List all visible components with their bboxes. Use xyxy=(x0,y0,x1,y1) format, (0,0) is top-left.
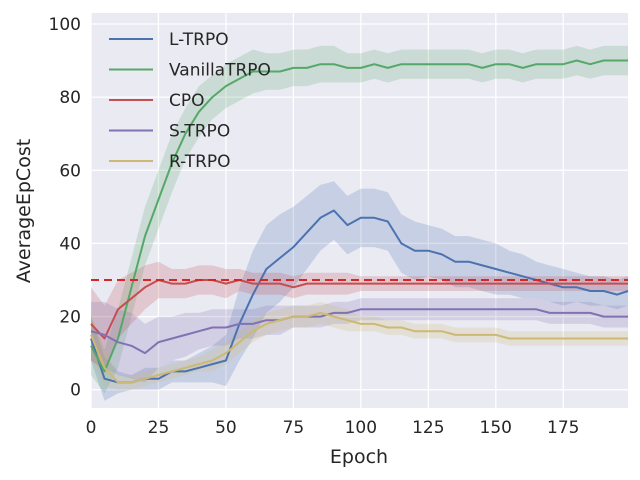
series-line-2 xyxy=(90,279,628,340)
x-axis-ticks: 0 25 50 75 100 125 150 175 xyxy=(86,418,580,438)
series-line-0 xyxy=(90,209,629,384)
plot-area xyxy=(91,13,628,408)
y-axis-ticks: 0 20 40 60 80 100 xyxy=(49,15,81,401)
x-tick-label: 100 xyxy=(345,418,377,438)
series-line-3 xyxy=(90,308,628,355)
legend-label-0: L-TRPO xyxy=(169,30,229,50)
series-band-3 xyxy=(91,298,628,383)
legend-label-4: R-TRPO xyxy=(169,152,231,172)
x-tick-label: 25 xyxy=(148,418,170,438)
series-line-4 xyxy=(90,311,628,384)
confidence-bands xyxy=(91,45,628,401)
x-tick-label: 125 xyxy=(412,418,444,438)
y-tick-label: 80 xyxy=(59,88,81,108)
x-tick-label: 0 xyxy=(86,418,97,438)
x-tick-label: 175 xyxy=(547,418,579,438)
x-tick-label: 150 xyxy=(480,418,512,438)
series-band-2 xyxy=(91,261,628,372)
legend-label-1: VanillaTRPO xyxy=(169,61,271,81)
y-tick-label: 20 xyxy=(59,308,81,328)
series-band-4 xyxy=(91,301,628,390)
legend-label-3: S-TRPO xyxy=(169,122,230,142)
x-tick-label: 75 xyxy=(283,418,305,438)
grid xyxy=(90,13,628,408)
y-tick-label: 60 xyxy=(59,161,81,181)
y-tick-label: 0 xyxy=(70,381,81,401)
series-lines xyxy=(90,59,629,384)
x-axis-label: Epoch xyxy=(330,446,388,468)
series-line-1 xyxy=(90,59,628,373)
x-tick-label: 50 xyxy=(215,418,237,438)
series-band-0 xyxy=(91,181,628,401)
legend-label-2: CPO xyxy=(169,91,205,111)
y-tick-label: 100 xyxy=(49,15,81,35)
y-axis-label: AverageEpCost xyxy=(13,139,35,283)
y-tick-label: 40 xyxy=(59,234,81,254)
legend: L-TRPO VanillaTRPO CPO S-TRPO R-TRPO xyxy=(109,30,271,172)
